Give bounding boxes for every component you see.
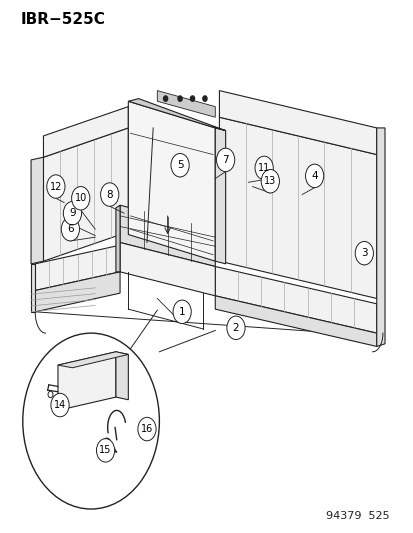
Text: 4: 4: [311, 171, 317, 181]
Polygon shape: [120, 205, 215, 266]
Text: 16: 16: [140, 424, 153, 434]
Text: 9: 9: [69, 208, 76, 218]
Circle shape: [61, 217, 79, 241]
Circle shape: [51, 393, 69, 417]
Circle shape: [102, 438, 111, 449]
Circle shape: [71, 187, 90, 210]
Circle shape: [100, 183, 119, 206]
Circle shape: [48, 391, 53, 398]
Polygon shape: [35, 272, 120, 312]
Polygon shape: [120, 243, 215, 296]
Text: 11: 11: [257, 163, 270, 173]
Polygon shape: [215, 266, 376, 333]
Polygon shape: [58, 352, 128, 368]
Circle shape: [305, 164, 323, 188]
Text: 5: 5: [176, 160, 183, 170]
Polygon shape: [31, 264, 35, 312]
Circle shape: [63, 201, 81, 225]
Text: 1: 1: [178, 307, 185, 317]
Text: 3: 3: [360, 248, 367, 258]
Circle shape: [96, 439, 114, 462]
Text: 94379  525: 94379 525: [325, 511, 388, 521]
Circle shape: [173, 300, 191, 324]
Text: 6: 6: [67, 224, 74, 234]
Polygon shape: [31, 157, 43, 264]
Polygon shape: [116, 205, 120, 272]
Polygon shape: [116, 352, 128, 400]
Circle shape: [47, 175, 65, 198]
Text: 12: 12: [50, 182, 62, 191]
Circle shape: [354, 241, 373, 265]
Circle shape: [138, 417, 156, 441]
Circle shape: [171, 154, 189, 177]
Circle shape: [226, 316, 244, 340]
Text: IBR−525C: IBR−525C: [21, 12, 105, 27]
Polygon shape: [157, 91, 215, 117]
Polygon shape: [215, 128, 225, 264]
Text: 2: 2: [232, 323, 239, 333]
Polygon shape: [219, 91, 376, 155]
Text: 8: 8: [106, 190, 113, 199]
Polygon shape: [35, 245, 120, 290]
Text: 10: 10: [74, 193, 87, 203]
Polygon shape: [128, 101, 215, 261]
Polygon shape: [219, 117, 376, 298]
Polygon shape: [128, 99, 225, 131]
Circle shape: [190, 96, 194, 101]
Circle shape: [216, 148, 234, 172]
Polygon shape: [43, 128, 128, 261]
Text: 13: 13: [263, 176, 276, 186]
Polygon shape: [215, 296, 376, 346]
Circle shape: [202, 96, 206, 101]
Circle shape: [254, 156, 273, 180]
Polygon shape: [43, 107, 128, 157]
Polygon shape: [376, 128, 384, 346]
Circle shape: [261, 169, 279, 193]
Circle shape: [178, 96, 182, 101]
Text: 15: 15: [99, 446, 112, 455]
Polygon shape: [58, 352, 116, 410]
Circle shape: [105, 442, 108, 445]
Text: 14: 14: [54, 400, 66, 410]
Circle shape: [163, 96, 167, 101]
Text: 7: 7: [222, 155, 228, 165]
Circle shape: [23, 333, 159, 509]
